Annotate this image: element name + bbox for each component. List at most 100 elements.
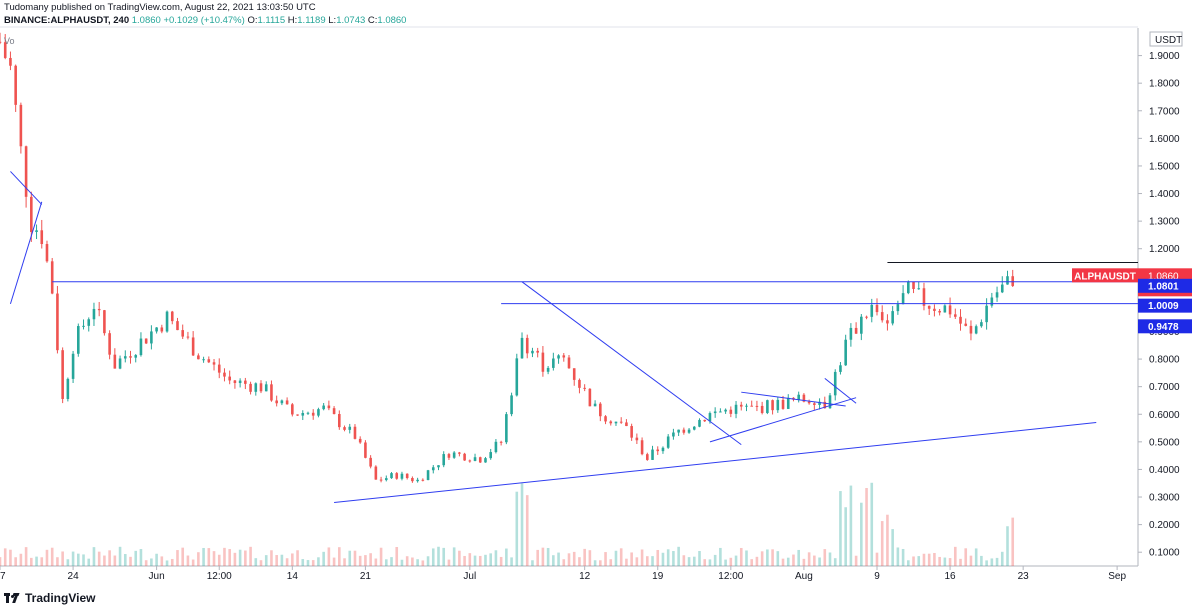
volume-bar [729, 557, 733, 566]
candle-body [473, 457, 477, 461]
candle-body [557, 355, 560, 359]
candle-body [317, 409, 320, 416]
trendline [741, 391, 846, 407]
volume-bar [969, 555, 973, 566]
y-tick-label: 1.7000 [1149, 106, 1180, 117]
candle-body [781, 399, 785, 409]
candle-body [927, 305, 931, 309]
candle-body [285, 400, 289, 405]
candle-body [750, 405, 754, 407]
candle-body [458, 452, 461, 454]
x-tick-label: Jul [463, 571, 476, 582]
volume-bar [301, 559, 305, 566]
candle-body [358, 438, 362, 443]
candle-body [442, 454, 446, 466]
candle-body [92, 308, 96, 320]
volume-bar [964, 548, 968, 566]
volume-bar [891, 529, 894, 566]
volume-bar [880, 521, 884, 566]
volume-bar [270, 550, 273, 566]
volume-bar [656, 549, 660, 566]
volume-bar [567, 553, 571, 566]
volume-bar [358, 555, 362, 566]
volume-bar [865, 488, 868, 566]
candle-body [755, 405, 759, 407]
candle-body [969, 325, 973, 334]
volume-bar [640, 549, 644, 566]
candle-body [405, 473, 409, 479]
candle-body [484, 458, 487, 463]
volume-bar [19, 553, 23, 566]
volume-bar [927, 553, 931, 566]
candle-body [390, 473, 393, 479]
volume-bar [405, 556, 409, 566]
volume-bar [990, 558, 994, 566]
tradingview-footer[interactable]: TradingView [4, 589, 95, 607]
price-level-value: 1.0009 [1148, 301, 1179, 312]
volume-bar [917, 556, 921, 566]
candle-body [870, 304, 874, 317]
volume-bar [332, 557, 336, 566]
candle-body [619, 421, 623, 423]
candle-body [296, 414, 299, 416]
volume-bar [922, 553, 926, 566]
volume-bar [713, 554, 717, 566]
publisher-line: Tudomany published on TradingView.com, A… [4, 2, 316, 13]
volume-bar [745, 550, 748, 566]
volume-bar [3, 548, 7, 566]
candle-body [489, 452, 492, 459]
candle-body [478, 457, 482, 463]
price-level-marker: 1.0801 [1138, 278, 1192, 293]
volume-bar [317, 557, 320, 566]
candle-body [708, 413, 712, 422]
candle-body [416, 479, 419, 482]
volume-bar [35, 556, 38, 566]
volume-bar [980, 555, 983, 566]
candle-body [244, 380, 247, 384]
volume-bar [630, 552, 633, 566]
candle-body [833, 371, 837, 396]
candle-body [332, 408, 336, 415]
candle-body [0, 41, 2, 43]
candle-body [896, 304, 900, 312]
volume-bar [499, 556, 503, 566]
candle-body [823, 401, 827, 409]
volume-bar [207, 548, 211, 566]
volume-bar [505, 548, 508, 566]
candle-body [677, 429, 680, 433]
volume-bar [191, 559, 195, 566]
volume-bar [625, 558, 628, 566]
volume-bar [985, 560, 988, 566]
candle-body [322, 405, 325, 410]
volume-bar [181, 547, 185, 566]
candle-body [463, 453, 466, 461]
volume-bar [692, 556, 696, 566]
volume-bar [92, 547, 96, 566]
volume-bar [719, 547, 722, 566]
candle-body [682, 429, 686, 433]
candle-body [933, 308, 936, 311]
candle-body [719, 411, 722, 413]
candle-body [739, 404, 743, 407]
candle-body [306, 412, 310, 414]
candle-body [713, 411, 717, 414]
x-tick-label: 12:00 [207, 571, 232, 582]
candle-body [938, 310, 941, 313]
volume-bar [123, 554, 127, 566]
candle-body [625, 422, 628, 427]
volume-bar [113, 555, 117, 566]
volume-bar [734, 555, 738, 566]
volume-bar [150, 558, 153, 566]
volume-bar [698, 551, 701, 566]
y-tick-label: 0.2000 [1149, 520, 1180, 531]
candle-body [155, 327, 158, 332]
volume-bar [870, 482, 874, 566]
candle-body [384, 478, 388, 481]
volume-bar [348, 550, 352, 566]
volume-bar [823, 549, 827, 566]
candle-body [974, 326, 978, 334]
last-price: 1.0860 [131, 15, 161, 26]
price-level-box [1138, 319, 1192, 334]
candle-body [123, 356, 127, 359]
